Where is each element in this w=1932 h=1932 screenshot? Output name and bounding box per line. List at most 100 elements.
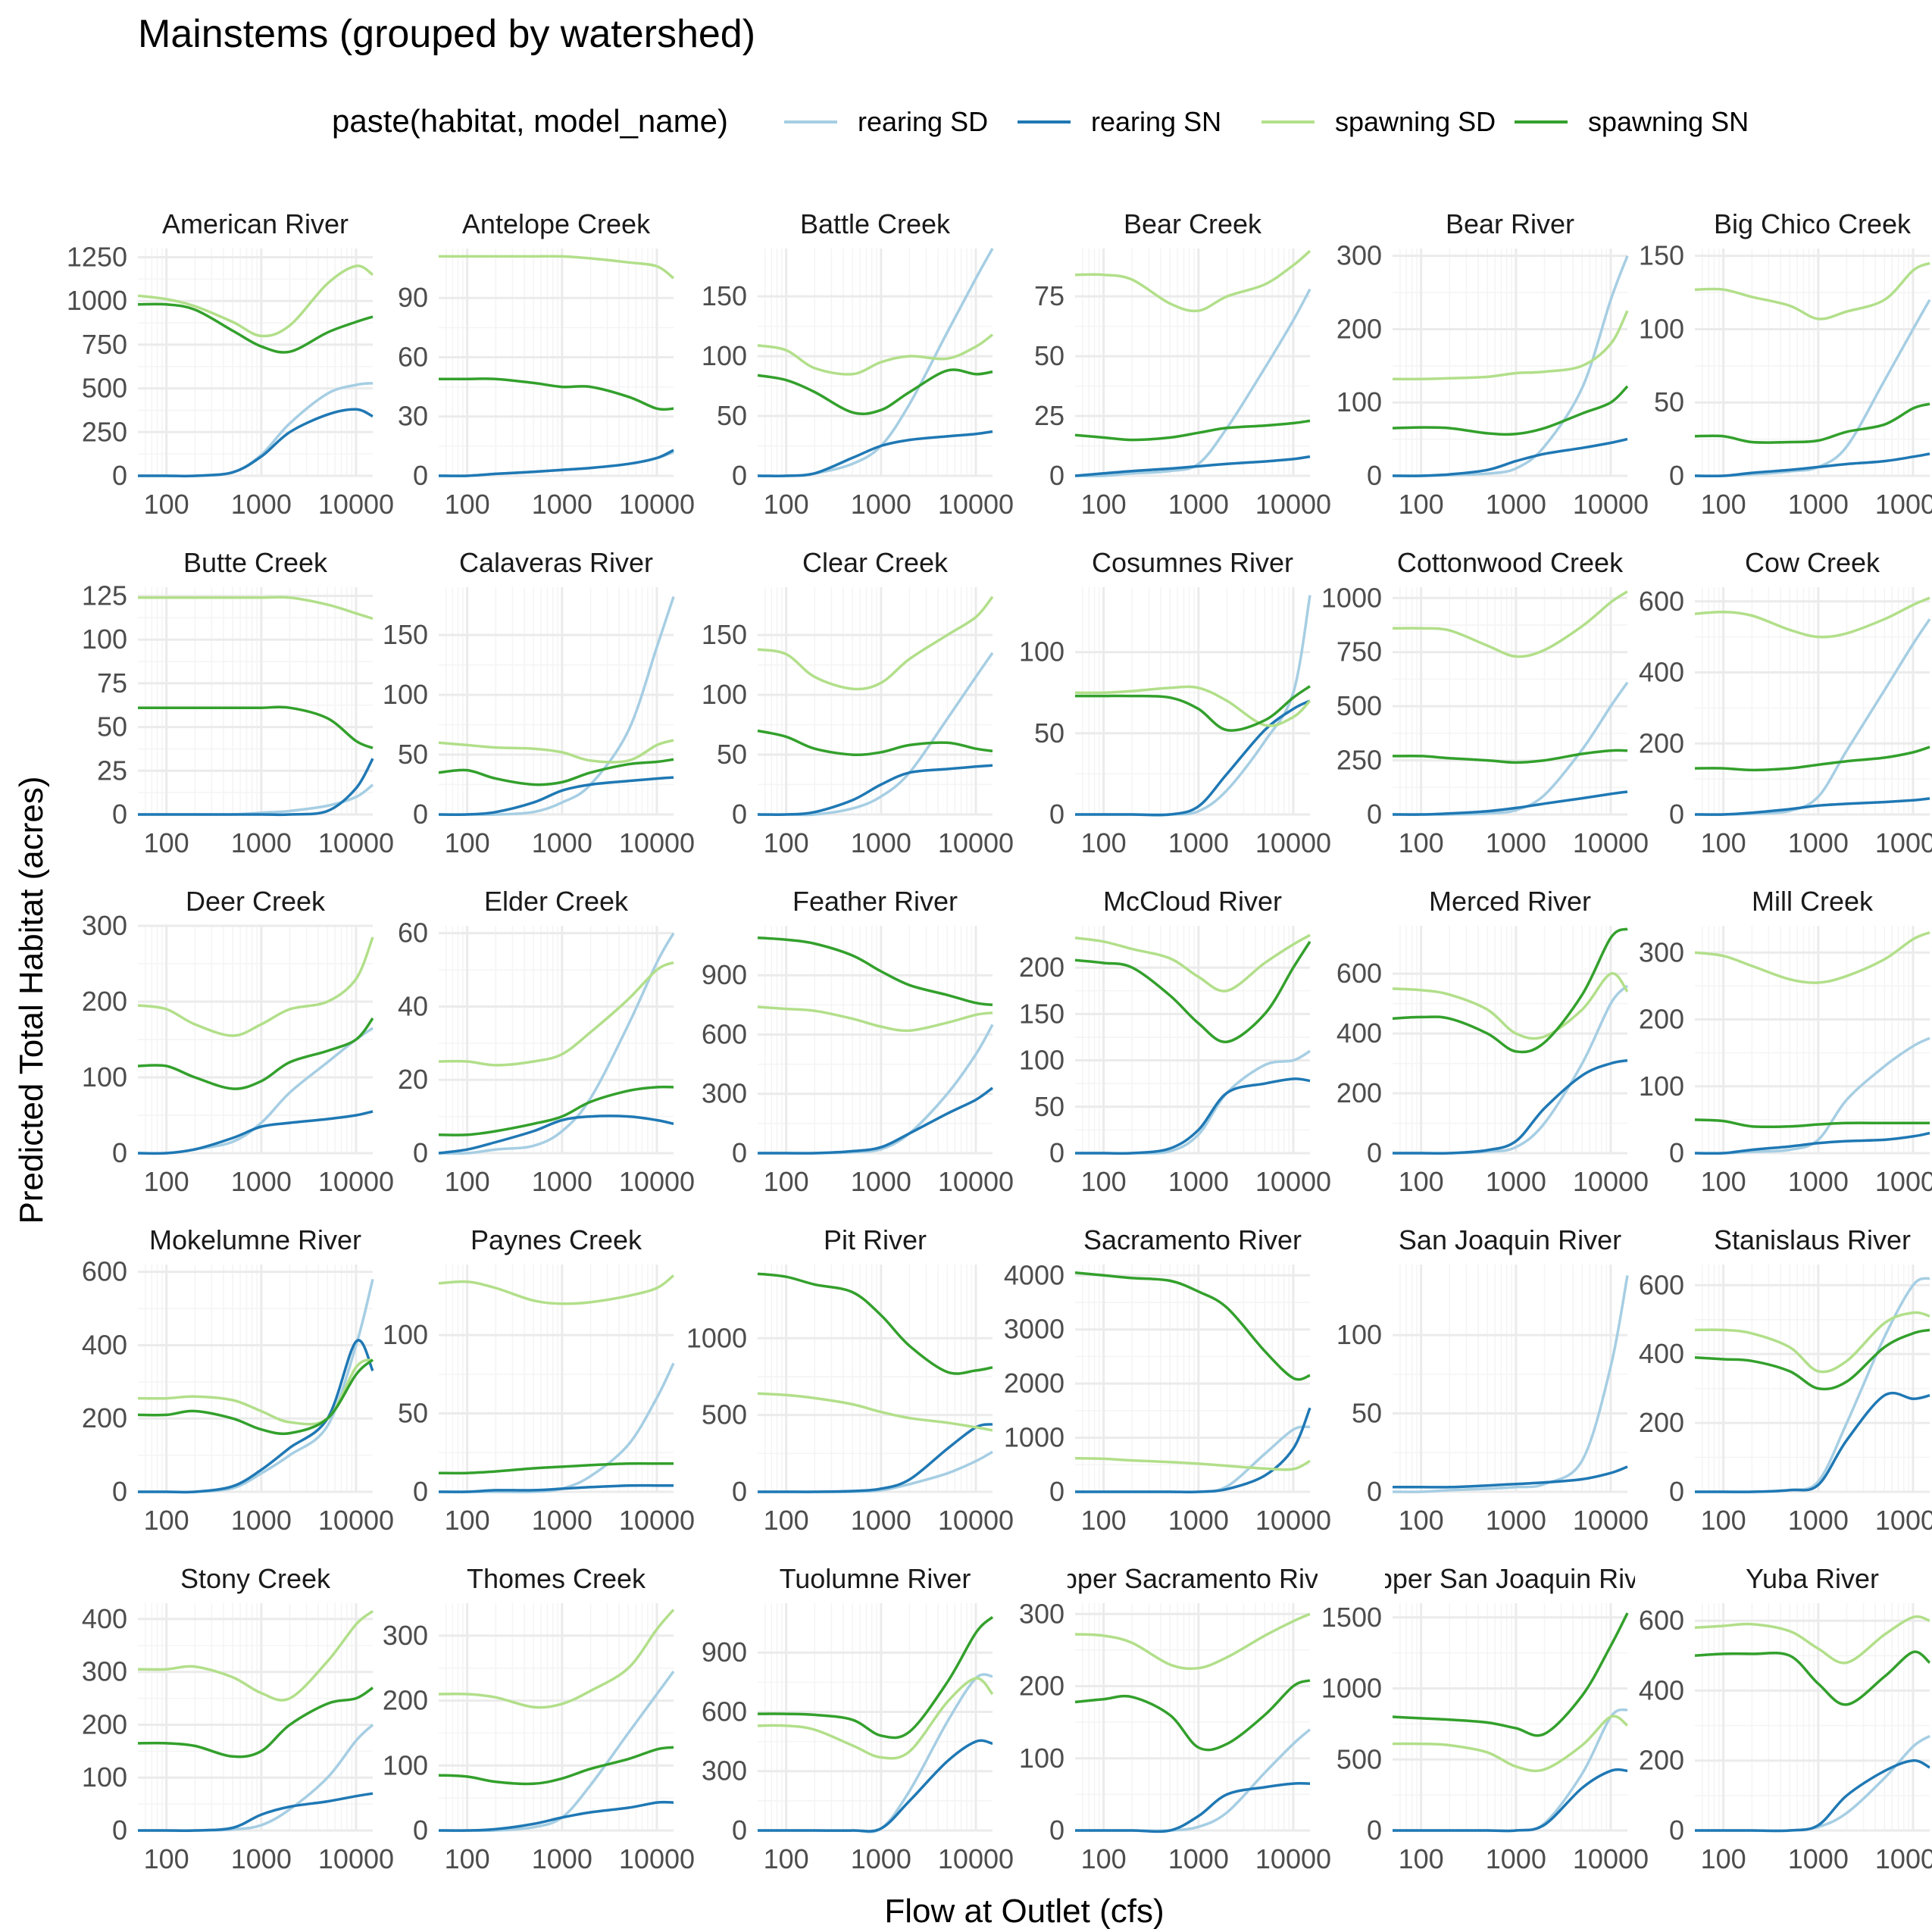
y-tick-label: 0 [1669, 1476, 1684, 1507]
series-line-spawning-sn [757, 729, 993, 756]
y-tick-label: 40 [398, 990, 428, 1021]
y-tick-label: 1000 [1321, 582, 1382, 613]
facet-panel: Butte Creek 0 25 50 75 100 125 100 1000 10000 [82, 547, 394, 858]
facet-strip-title: Merced River [1429, 886, 1591, 917]
facet-strip-title: Stony Creek [180, 1563, 331, 1594]
y-tick-label: 200 [1639, 727, 1684, 758]
y-tick-label: 0 [732, 460, 747, 491]
x-tick-label: 1000 [851, 1505, 911, 1536]
facet-strip-title: Tuolumne River [780, 1563, 971, 1594]
x-tick-label: 100 [1701, 1166, 1746, 1197]
y-tick-label: 0 [413, 1815, 428, 1846]
series-line-rearing-sn [1074, 455, 1311, 477]
y-tick-label: 200 [82, 1402, 127, 1433]
series-line-spawning-sd [438, 1608, 675, 1709]
facet-panel: Stony Creek 0 100 200 300 400 100 1000 10000 [82, 1563, 394, 1874]
x-tick-label: 10000 [938, 1505, 1014, 1536]
y-tick-label: 0 [1669, 799, 1684, 830]
facet-strip-title: American River [162, 208, 349, 239]
facet-strip-title: Bear Creek [1124, 208, 1262, 239]
x-tick-label: 1000 [231, 1166, 292, 1197]
y-tick-label: 200 [1019, 952, 1064, 983]
series-line-spawning-sd [1694, 1615, 1930, 1665]
y-tick-label: 1000 [1321, 1673, 1382, 1704]
series-line-spawning-sd [438, 739, 674, 764]
y-tick-label: 600 [1639, 1605, 1684, 1636]
x-tick-label: 100 [1081, 1505, 1127, 1536]
facet-strip-title: Butte Creek [183, 547, 328, 578]
series-line-rearing-sn [138, 1339, 374, 1494]
x-tick-label: 100 [445, 827, 490, 858]
y-tick-label: 0 [1669, 1815, 1684, 1846]
series-line-spawning-sn [137, 1687, 374, 1758]
y-tick-label: 150 [1019, 998, 1064, 1029]
series-line-spawning-sn [1694, 1118, 1930, 1129]
y-tick-label: 400 [1639, 1338, 1684, 1369]
y-tick-label: 50 [717, 400, 747, 431]
y-tick-label: 0 [112, 460, 127, 491]
series-line-rearing-sn [757, 430, 993, 477]
facet-panel: Deer Creek 0 100 200 300 100 1000 10000 [82, 886, 394, 1197]
x-tick-label: 100 [445, 1166, 490, 1197]
series-line-spawning-sn [1075, 685, 1311, 732]
facet-strip-title: Cosumnes River [1092, 547, 1293, 578]
x-tick-label: 10000 [619, 1166, 695, 1197]
series-line-spawning-sd [1074, 1456, 1311, 1471]
y-tick-label: 0 [1367, 1476, 1382, 1507]
y-tick-label: 100 [702, 679, 747, 710]
facet-panel: Tuolumne River 0 300 600 900 100 1000 10000 [702, 1563, 1014, 1874]
x-tick-label: 1000 [532, 1166, 592, 1197]
y-tick-label: 1500 [1321, 1602, 1382, 1633]
series-line-rearing-sn [438, 776, 674, 816]
x-tick-label: 1000 [1168, 1843, 1229, 1874]
x-tick-label: 1000 [231, 827, 292, 858]
y-tick-label: 0 [1669, 460, 1684, 491]
facet-strip-title: Mill Creek [1752, 886, 1874, 917]
x-tick-label: 1000 [231, 489, 292, 520]
y-tick-label: 100 [383, 1749, 428, 1780]
x-tick-label: 10000 [1875, 1505, 1932, 1536]
y-tick-label: 500 [1336, 690, 1382, 721]
y-tick-label: 0 [112, 1137, 127, 1168]
x-tick-label: 1000 [1168, 1505, 1229, 1536]
series-line-spawning-sd [1694, 261, 1930, 320]
series-line-spawning-sd [1392, 310, 1629, 381]
y-tick-label: 400 [1639, 657, 1684, 688]
series-line-spawning-sn [757, 368, 993, 415]
series-line-spawning-sd [137, 264, 374, 338]
y-tick-label: 125 [82, 580, 127, 611]
series-line-spawning-sd [1694, 596, 1930, 639]
x-tick-label: 100 [1081, 489, 1127, 520]
x-tick-label: 10000 [318, 1505, 394, 1536]
series-line-spawning-sn [1392, 927, 1628, 1054]
series-line-rearing-sn [1075, 1077, 1311, 1155]
series-line-spawning-sn [438, 1085, 674, 1136]
y-tick-label: 25 [97, 755, 127, 786]
x-tick-label: 10000 [1573, 1166, 1649, 1197]
series-line-spawning-sd [137, 936, 374, 1037]
y-tick-label: 100 [383, 1319, 428, 1350]
facet-strip-title: Bear River [1446, 208, 1574, 239]
series-line-spawning-sd [1074, 933, 1311, 993]
facet-strip-title: Sacramento River [1083, 1224, 1302, 1255]
y-tick-label: 1000 [67, 285, 127, 316]
legend-label: rearing SN [1091, 106, 1221, 137]
series-line-rearing-sn [1695, 1391, 1930, 1493]
x-tick-label: 10000 [1255, 489, 1331, 520]
y-tick-label: 100 [1019, 1045, 1064, 1076]
y-tick-label: 150 [383, 619, 428, 650]
y-tick-label: 0 [1367, 1815, 1382, 1846]
facet-panel: Sacramento River 0 1000 2000 3000 4000 100 1000… [1004, 1224, 1331, 1536]
series-line-rearing-sd [1074, 288, 1311, 477]
series-line-rearing-sn [138, 408, 374, 478]
series-line-rearing-sn [1075, 699, 1311, 817]
x-tick-label: 100 [1399, 827, 1444, 858]
y-tick-label: 0 [112, 1476, 127, 1507]
y-tick-label: 200 [1019, 1671, 1064, 1702]
series-line-spawning-sn [1074, 419, 1311, 442]
x-tick-label: 100 [764, 1505, 809, 1536]
series-line-rearing-sd [1393, 681, 1629, 816]
series-line-rearing-sn [758, 1423, 993, 1493]
series-line-spawning-sn [1074, 1271, 1311, 1381]
y-tick-label: 200 [82, 986, 127, 1017]
